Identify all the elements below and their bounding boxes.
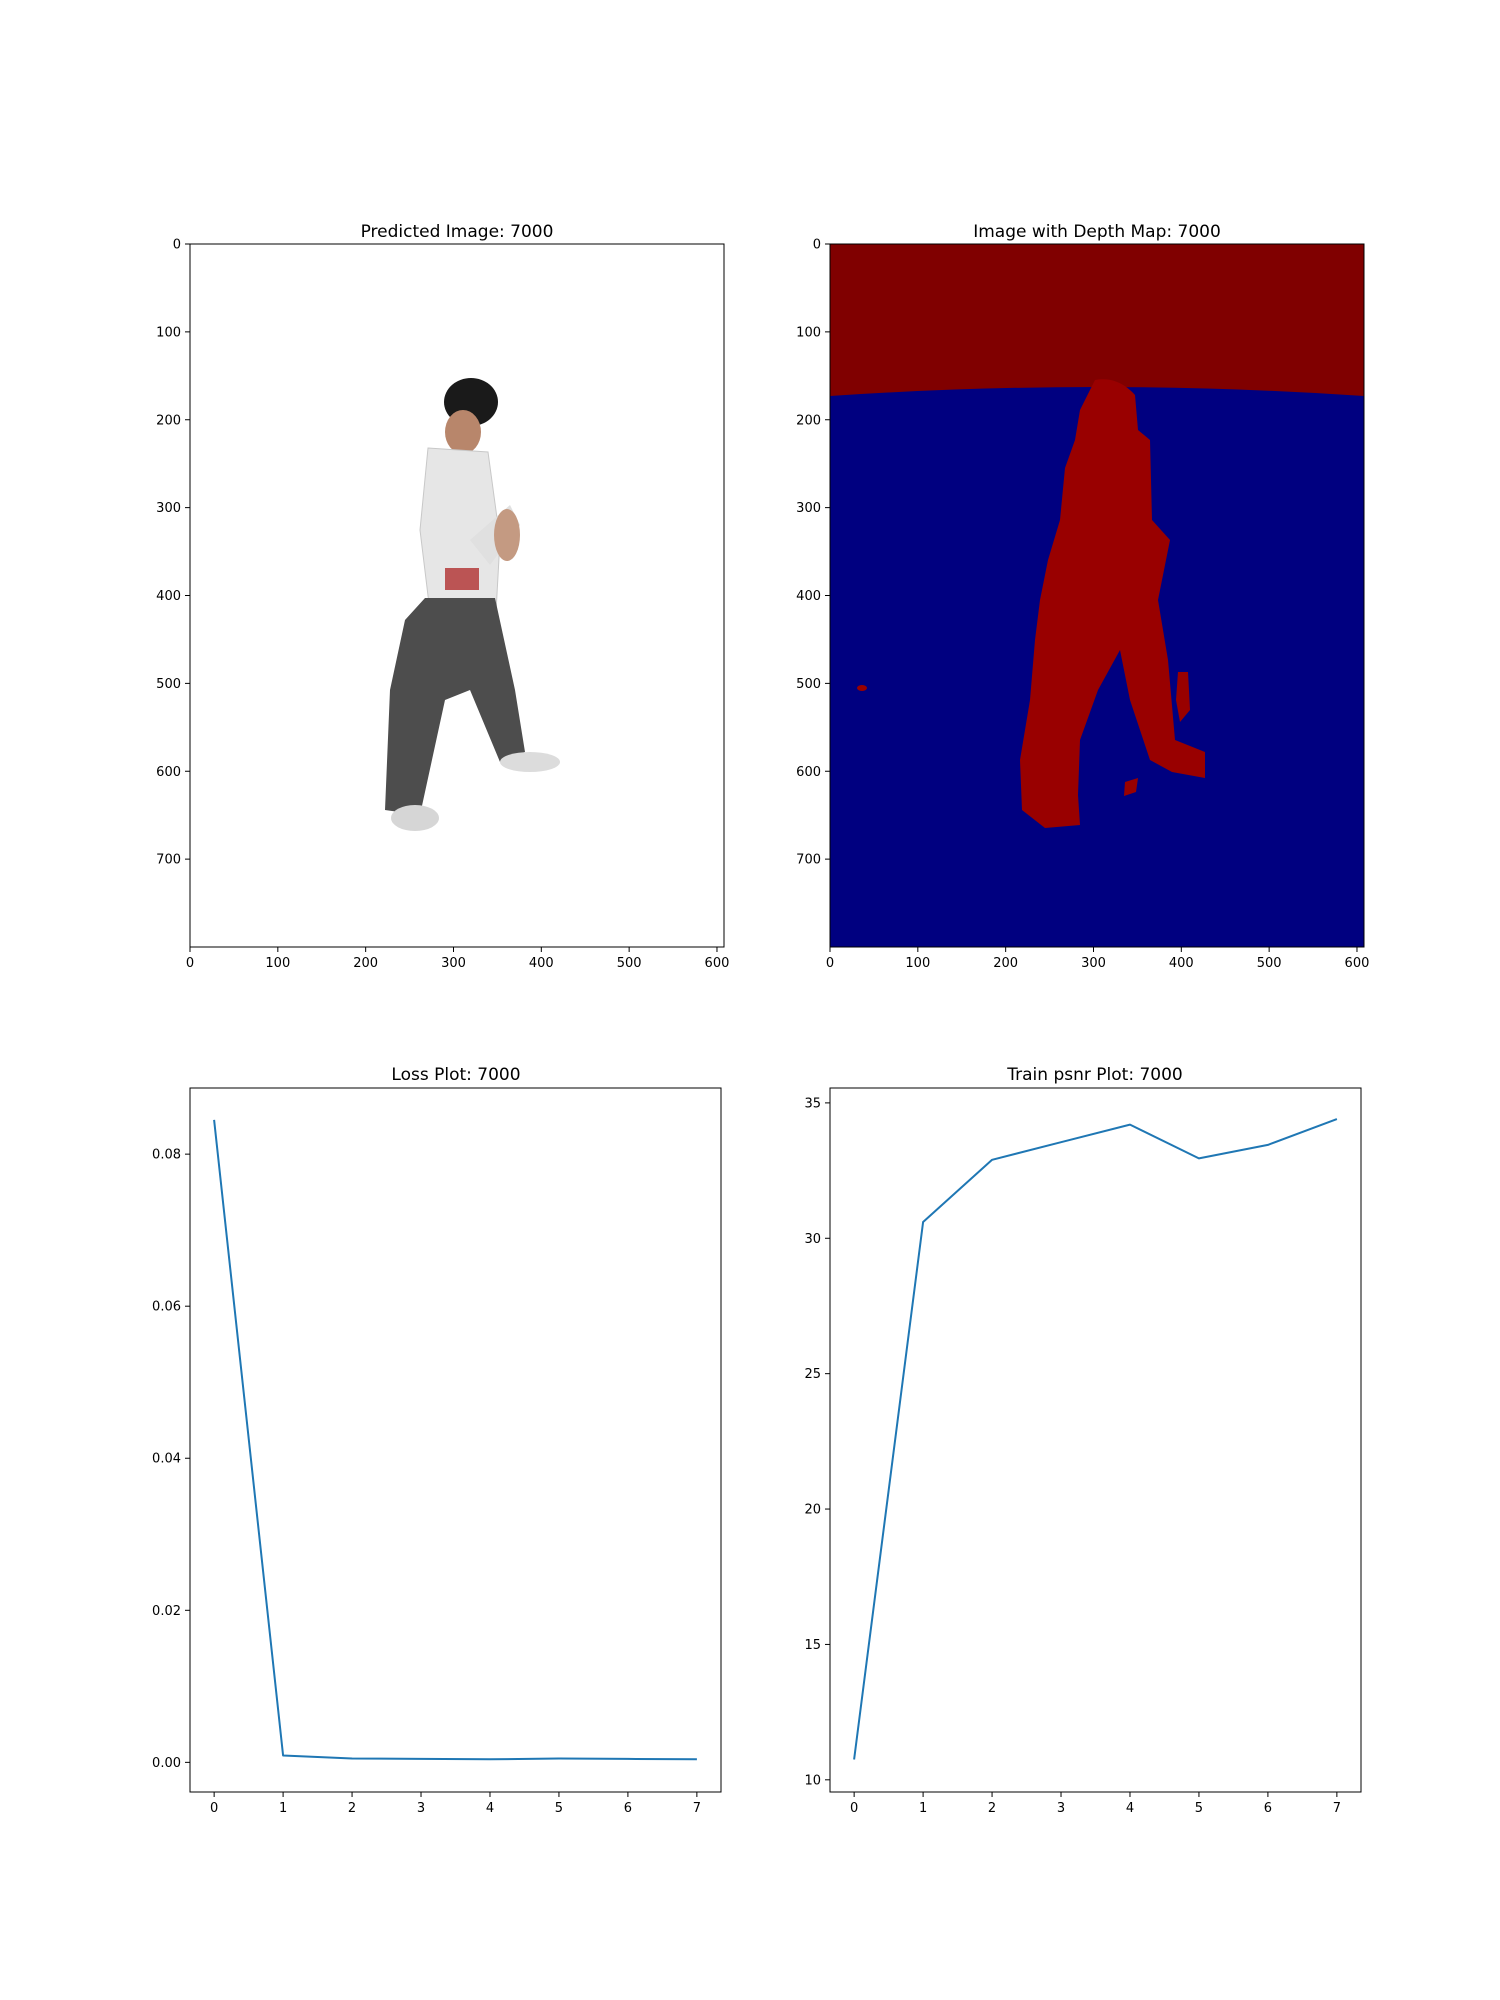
x-tick-label: 5	[555, 1801, 563, 1816]
psnr-plot-title: Train psnr Plot: 7000	[1006, 1065, 1182, 1085]
y-tick-label: 300	[156, 501, 181, 516]
x-tick-label: 7	[1333, 1801, 1341, 1816]
depth-map-title: Image with Depth Map: 7000	[973, 222, 1221, 242]
y-tick-label: 600	[156, 765, 181, 780]
y-tick-label: 0.04	[152, 1452, 181, 1467]
psnr-plot-frame	[829, 1087, 1362, 1793]
loss-plot-frame	[189, 1087, 722, 1793]
y-tick-label: 0	[813, 238, 821, 253]
x-tick-label: 100	[265, 956, 290, 971]
x-tick-label: 2	[348, 1801, 356, 1816]
y-tick-label: 300	[796, 501, 821, 516]
y-tick-label: 400	[156, 589, 181, 604]
predicted-image-axes: 0 100 200 300 400 500 600 0 100 200 300 400 500 600 70…	[156, 238, 729, 972]
y-tick-label: 400	[796, 589, 821, 604]
x-tick-label: 1	[919, 1801, 927, 1816]
loss-plot-area: 0 1 2 3 4 5 6 7 0.00 0.02 0.04 0.06 0.08	[152, 1119, 701, 1816]
x-tick-label: 400	[1169, 956, 1194, 971]
x-tick-label: 100	[905, 956, 930, 971]
hand-shape	[494, 509, 520, 561]
y-tick-label: 30	[804, 1232, 821, 1247]
y-tick-label: 0.06	[152, 1300, 181, 1315]
x-tick-label: 3	[417, 1801, 425, 1816]
psnr-plot-panel: Train psnr Plot: 7000 0 1 2 3 4 5 6 7 10 15 20 25 30…	[804, 1065, 1362, 1816]
y-tick-label: 0.08	[152, 1148, 181, 1163]
y-tick-label: 500	[796, 677, 821, 692]
y-tick-label: 100	[156, 325, 181, 340]
shirt-detail	[445, 568, 479, 590]
x-tick-label: 3	[1057, 1801, 1065, 1816]
y-tick-label: 10	[804, 1773, 821, 1788]
y-tick-label: 15	[804, 1638, 821, 1653]
x-tick-label: 0	[826, 956, 834, 971]
y-tick-label: 0	[173, 238, 181, 253]
x-tick-label: 4	[1126, 1801, 1134, 1816]
right-foot	[500, 752, 560, 772]
x-tick-label: 6	[624, 1801, 632, 1816]
pants-shape	[385, 598, 525, 815]
predicted-image-title: Predicted Image: 7000	[361, 222, 554, 242]
x-tick-label: 0	[850, 1801, 858, 1816]
x-tick-label: 1	[279, 1801, 287, 1816]
y-tick-label: 600	[796, 765, 821, 780]
depth-map-content	[830, 244, 1364, 947]
y-tick-label: 100	[796, 325, 821, 340]
x-tick-label: 500	[1257, 956, 1282, 971]
face-shape	[445, 410, 481, 454]
depth-map-panel: Image with Depth Map: 7000 0 100 200 300 400…	[796, 222, 1369, 971]
depth-blob-1	[1176, 672, 1190, 722]
x-tick-label: 2	[988, 1801, 996, 1816]
y-tick-label: 25	[804, 1367, 821, 1382]
left-foot	[391, 805, 439, 831]
x-tick-label: 0	[186, 956, 194, 971]
x-tick-label: 400	[529, 956, 554, 971]
loss-plot-title: Loss Plot: 7000	[391, 1065, 520, 1085]
y-tick-label: 35	[804, 1096, 821, 1111]
x-tick-label: 600	[705, 956, 730, 971]
x-tick-label: 600	[1345, 956, 1370, 971]
x-tick-label: 200	[993, 956, 1018, 971]
x-tick-label: 7	[693, 1801, 701, 1816]
y-tick-label: 200	[796, 413, 821, 428]
psnr-plot-area: 0 1 2 3 4 5 6 7 10 15 20 25 30 35	[804, 1096, 1341, 1816]
x-tick-label: 4	[486, 1801, 494, 1816]
y-tick-label: 0.00	[152, 1756, 181, 1771]
x-tick-label: 500	[617, 956, 642, 971]
predicted-image-content	[190, 244, 724, 947]
depth-blob-3	[857, 685, 867, 691]
y-tick-label: 0.02	[152, 1604, 181, 1619]
depth-blob-2	[1124, 778, 1138, 796]
depth-figure-silhouette	[1020, 379, 1205, 828]
depth-far-region	[830, 244, 1364, 396]
y-tick-label: 700	[796, 853, 821, 868]
x-tick-label: 200	[353, 956, 378, 971]
y-tick-label: 500	[156, 677, 181, 692]
series-line-0	[213, 1119, 697, 1761]
x-tick-label: 300	[441, 956, 466, 971]
y-tick-label: 200	[156, 413, 181, 428]
x-tick-label: 300	[1081, 956, 1106, 971]
y-tick-label: 700	[156, 853, 181, 868]
depth-map-axes: 0 100 200 300 400 500 600 0 100 200 300 400 500 600 70…	[796, 238, 1369, 972]
x-tick-label: 5	[1195, 1801, 1203, 1816]
x-tick-label: 0	[210, 1801, 218, 1816]
loss-plot-panel: Loss Plot: 7000 0 1 2 3 4 5 6 7 0.00 0.02 0.04 0.06…	[152, 1065, 722, 1816]
predicted-image-panel: Predicted Image: 7000 0 100 200 300 400 500 60…	[156, 222, 729, 971]
y-tick-label: 20	[804, 1503, 821, 1518]
x-tick-label: 6	[1264, 1801, 1272, 1816]
series-line-0	[853, 1118, 1338, 1760]
